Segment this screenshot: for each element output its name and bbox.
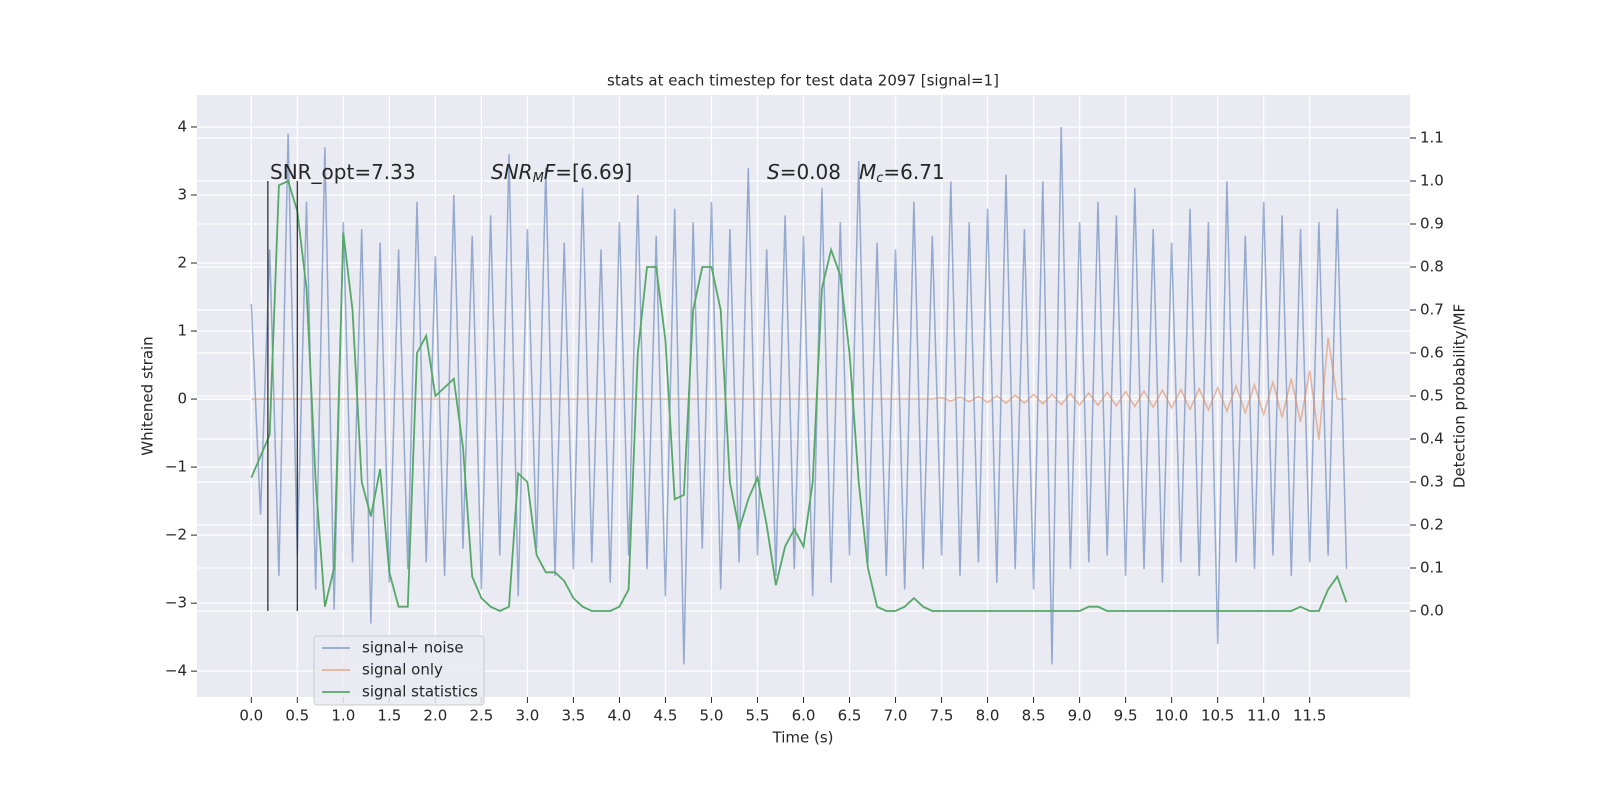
annotation-part: =0.08 [780,160,841,184]
x-tick-label: 8.0 [976,707,1000,725]
series-line [250,126,1348,665]
series-line [250,179,1348,612]
y-axis-label: Whitened strain [139,336,157,455]
x-tick-label: 1.0 [331,707,355,725]
y-tick-label: 1 [177,322,187,340]
legend-box [313,635,485,706]
y2-axis-label: Detection probability/MF [1451,304,1469,488]
y2-tick-label: 1.1 [1420,129,1444,147]
x-tick-label: 0.0 [239,707,263,725]
y2-tick-label: 0.3 [1420,473,1444,491]
y2-tick-label: 0.5 [1420,387,1444,405]
y2-tick-label: 0.2 [1420,516,1444,534]
annotation-part: M [859,160,876,184]
y-tick-label: −3 [165,594,187,612]
y2-tick-label: 0.6 [1420,344,1444,362]
x-tick-label: 9.0 [1068,707,1092,725]
y-tick-label: −2 [165,526,187,544]
annotation-part: =[6.69] [555,160,632,184]
x-tick-label: 4.0 [608,707,632,725]
y2-tick-label: 0.8 [1420,258,1444,276]
legend-label: signal only [362,661,443,679]
x-tick-label: 9.5 [1114,707,1138,725]
x-tick-label: 3.5 [561,707,585,725]
annotation-part: SNR_opt=7.33 [270,160,416,184]
y2-tick-label: 0.9 [1420,215,1444,233]
legend-label: signal+ noise [362,639,464,657]
x-tick-label: 0.5 [285,707,309,725]
y-tick-label: −4 [165,662,187,680]
annotation-part: F [544,160,556,184]
y-tick-label: 4 [177,117,187,135]
y2-tick-label: 0.0 [1420,602,1444,620]
annotation-part: SNR [491,160,533,184]
x-tick-label: 3.0 [515,707,539,725]
x-axis-label: Time (s) [772,729,834,747]
y2-tick-label: 0.4 [1420,430,1444,448]
annotation: Mc=6.71 [859,160,945,186]
x-tick-label: 10.0 [1155,707,1188,725]
x-tick-label: 11.0 [1247,707,1280,725]
x-tick-label: 2.5 [469,707,493,725]
annotation-part: =6.71 [883,160,944,184]
x-tick-label: 10.5 [1201,707,1234,725]
annotation-part: S [767,160,780,184]
annotation: S=0.08 [767,160,841,184]
x-tick-label: 8.5 [1022,707,1046,725]
x-tick-label: 2.0 [423,707,447,725]
y2-tick-label: 0.7 [1420,301,1444,319]
annotation: SNRMF=[6.69] [491,160,632,186]
x-tick-label: 1.5 [377,707,401,725]
y-tick-label: 3 [177,185,187,203]
y2-tick-label: 1.0 [1420,172,1444,190]
y2-tick-label: 0.1 [1420,559,1444,577]
chart-title: stats at each timestep for test data 209… [607,72,999,90]
series-line [251,337,1347,440]
annotation-part: M [533,171,544,186]
x-tick-label: 4.5 [654,707,678,725]
x-tick-label: 5.5 [746,707,770,725]
x-tick-label: 7.0 [884,707,908,725]
y-tick-label: 0 [177,390,187,408]
annotation: SNR_opt=7.33 [270,160,416,184]
x-tick-label: 5.0 [700,707,724,725]
x-tick-label: 6.0 [792,707,816,725]
x-tick-label: 11.5 [1293,707,1326,725]
annotation-part: c [876,171,883,186]
y-tick-label: 2 [177,254,187,272]
legend-label: signal statistics [362,683,478,701]
y-tick-label: −1 [165,458,187,476]
x-tick-label: 7.5 [930,707,954,725]
x-tick-label: 6.5 [838,707,862,725]
